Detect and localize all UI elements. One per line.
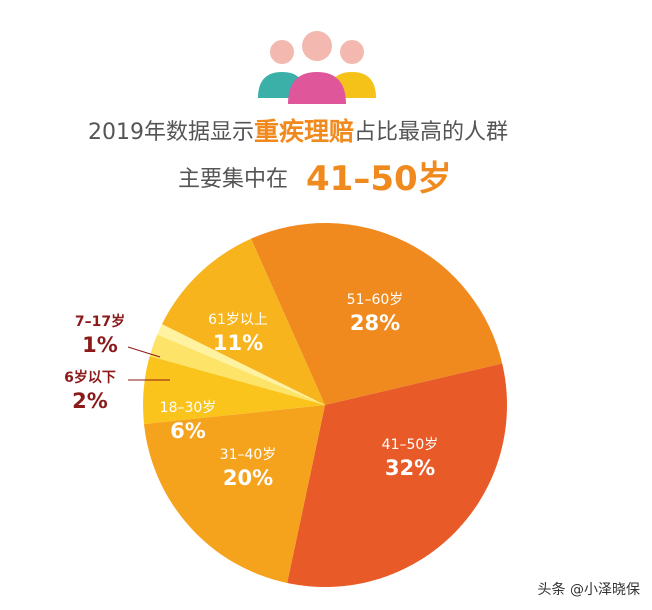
subtitle: 主要集中在 41–50岁 <box>178 159 452 199</box>
title-part: 占比最高的人群 <box>354 120 508 145</box>
slice-value: 20% <box>223 466 273 490</box>
pie-slice <box>250 223 503 405</box>
pie-slice <box>287 363 507 588</box>
slice-category: 7–17岁 <box>75 313 125 330</box>
title-part: 2019年数据显示 <box>88 120 254 145</box>
leader-line <box>127 346 161 358</box>
pie-slice <box>142 356 325 425</box>
pie <box>142 223 507 588</box>
slice-category: 61岁以上 <box>208 312 268 328</box>
slice-category: 41–50岁 <box>382 437 439 453</box>
slice-value: 2% <box>72 389 108 413</box>
slice-category: 31–40岁 <box>220 447 277 463</box>
subtitle-highlight: 41–50岁 <box>306 159 452 199</box>
slice-value: 1% <box>82 333 118 357</box>
slice-category: 51–60岁 <box>347 292 404 308</box>
pie-slice <box>143 405 325 584</box>
pie-slice <box>157 324 325 405</box>
title-highlight: 重疾理赔 <box>254 117 354 146</box>
slice-category: 18–30岁 <box>160 400 217 416</box>
people-icon <box>258 31 376 104</box>
slice-category: 6岁以下 <box>64 369 116 386</box>
title: 2019年数据显示重疾理赔占比最高的人群 <box>88 117 508 146</box>
slice-value: 32% <box>385 456 435 480</box>
subtitle-part: 主要集中在 <box>178 167 288 192</box>
slice-value: 28% <box>350 311 400 335</box>
slice-value: 6% <box>170 419 206 443</box>
slice-value: 11% <box>213 331 263 355</box>
pie-slice <box>149 334 325 405</box>
watermark: 头条 @小泽晓保 <box>538 581 640 598</box>
pie-slice <box>161 238 325 405</box>
